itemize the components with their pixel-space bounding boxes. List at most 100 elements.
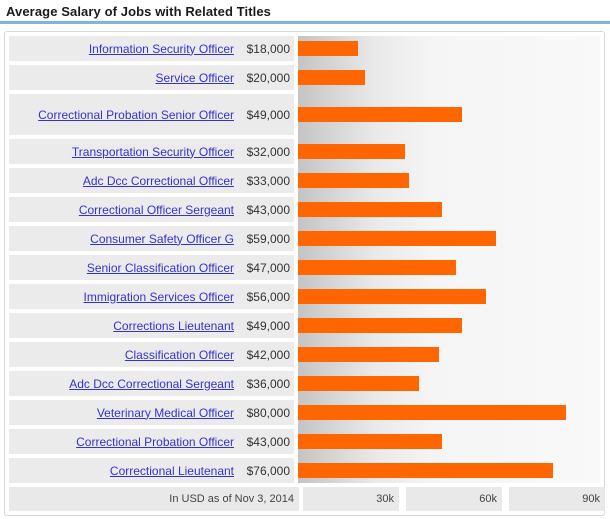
salary-value: $47,000 <box>246 260 290 275</box>
bar-row <box>298 94 600 135</box>
job-row: Veterinary Medical Officer $80,000 <box>9 400 294 425</box>
x-axis-tick-30k: 30k <box>303 487 399 511</box>
job-row: Adc Dcc Correctional Sergeant $36,000 <box>9 371 294 396</box>
salary-bar <box>298 318 462 333</box>
salary-bar <box>298 347 439 362</box>
salary-bar <box>298 434 442 449</box>
salary-value: $43,000 <box>246 202 290 217</box>
salary-bar <box>298 41 358 56</box>
job-title-cell: Corrections Lieutenant <box>9 316 234 336</box>
job-title-link[interactable]: Adc Dcc Correctional Sergeant <box>69 376 234 391</box>
salary-bar <box>298 405 566 420</box>
salary-value: $56,000 <box>246 289 290 304</box>
bar-row <box>298 371 600 396</box>
salary-bar <box>298 107 462 122</box>
salary-bar <box>298 463 553 478</box>
job-row: Correctional Probation Officer $43,000 <box>9 429 294 454</box>
bar-row <box>298 255 600 280</box>
job-title-link[interactable]: Correctional Probation Officer <box>76 434 234 449</box>
job-row: Correctional Lieutenant $76,000 <box>9 458 294 483</box>
job-row: Transportation Security Officer $32,000 <box>9 139 294 164</box>
bar-row <box>298 139 600 164</box>
job-title-cell: Senior Classification Officer <box>9 258 234 278</box>
job-title-cell: Correctional Probation Senior Officer <box>9 105 234 125</box>
bar-row <box>298 284 600 309</box>
job-title-link[interactable]: Classification Officer <box>124 347 234 362</box>
salary-value: $36,000 <box>246 376 290 391</box>
chart-panel: Information Security Officer $18,000 Servi… <box>4 31 605 516</box>
job-row: Adc Dcc Correctional Officer $33,000 <box>9 168 294 193</box>
salary-value: $42,000 <box>246 347 290 362</box>
salary-bar <box>298 376 419 391</box>
x-axis-tick-90k: 90k <box>509 487 605 511</box>
job-row: Immigration Services Officer $56,000 <box>9 284 294 309</box>
bar-row <box>298 36 600 61</box>
job-title-cell: Correctional Probation Officer <box>9 432 234 452</box>
job-title-link[interactable]: Information Security Officer <box>88 41 234 56</box>
salary-value: $59,000 <box>246 231 290 246</box>
job-row: Corrections Lieutenant $49,000 <box>9 313 294 338</box>
job-row: Service Officer $20,000 <box>9 65 294 90</box>
salary-value: $32,000 <box>246 144 290 159</box>
bars-plot-area <box>298 36 600 483</box>
salary-value: $49,000 <box>246 107 290 122</box>
bar-row <box>298 226 600 251</box>
salary-bar <box>298 144 405 159</box>
salary-value: $80,000 <box>246 405 290 420</box>
x-axis-ticks: 30k 60k 90k <box>303 487 605 511</box>
salary-bar <box>298 202 442 217</box>
salary-bar <box>298 289 486 304</box>
job-title-cell: Consumer Safety Officer G <box>9 229 234 249</box>
title-accent-rule <box>0 21 610 24</box>
job-title-cell: Immigration Services Officer <box>9 287 235 307</box>
chart-footer: In USD as of Nov 3, 2014 30k 60k 90k <box>9 487 605 511</box>
job-title-cell: Transportation Security Officer <box>9 142 234 162</box>
job-title-link[interactable]: Senior Classification Officer <box>86 260 234 275</box>
job-title-link[interactable]: Correctional Probation Senior Officer <box>38 107 234 122</box>
job-row: Information Security Officer $18,000 <box>9 36 294 61</box>
bar-row <box>298 65 600 90</box>
salary-value: $18,000 <box>246 41 290 56</box>
job-title-link[interactable]: Consumer Safety Officer G <box>90 231 234 246</box>
job-title-link[interactable]: Immigration Services Officer <box>83 289 235 304</box>
bar-row <box>298 313 600 338</box>
salary-value: $76,000 <box>246 463 290 478</box>
job-title-link[interactable]: Adc Dcc Correctional Officer <box>82 173 234 188</box>
job-row: Correctional Officer Sergeant $43,000 <box>9 197 294 222</box>
salary-bar <box>298 231 496 246</box>
job-title-link[interactable]: Veterinary Medical Officer <box>96 405 234 420</box>
salary-value: $43,000 <box>246 434 290 449</box>
job-title-cell: Adc Dcc Correctional Sergeant <box>9 374 234 394</box>
bar-row <box>298 458 600 483</box>
job-row: Correctional Probation Senior Officer $49… <box>9 94 294 135</box>
salary-bar <box>298 70 365 85</box>
job-title-cell: Service Officer <box>9 68 234 88</box>
job-row: Classification Officer $42,000 <box>9 342 294 367</box>
job-title-cell: Classification Officer <box>9 345 234 365</box>
job-title-link[interactable]: Correctional Officer Sergeant <box>78 202 234 217</box>
job-title-link[interactable]: Transportation Security Officer <box>71 144 234 159</box>
salary-value: $20,000 <box>246 70 290 85</box>
chart-body: Information Security Officer $18,000 Servi… <box>9 36 600 483</box>
x-axis-tick-60k: 60k <box>406 487 502 511</box>
job-title-cell: Veterinary Medical Officer <box>9 403 234 423</box>
currency-date-note: In USD as of Nov 3, 2014 <box>9 487 299 511</box>
job-labels-column: Information Security Officer $18,000 Servi… <box>9 36 294 483</box>
job-title-cell: Information Security Officer <box>9 39 234 59</box>
bar-row <box>298 429 600 454</box>
salary-value: $49,000 <box>246 318 290 333</box>
job-title-link[interactable]: Correctional Lieutenant <box>109 463 234 478</box>
bar-row <box>298 342 600 367</box>
job-title-link[interactable]: Service Officer <box>155 70 234 85</box>
bar-row <box>298 400 600 425</box>
job-row: Consumer Safety Officer G $59,000 <box>9 226 294 251</box>
salary-value: $33,000 <box>246 173 290 188</box>
salary-bar <box>298 260 456 275</box>
job-row: Senior Classification Officer $47,000 <box>9 255 294 280</box>
page-title: Average Salary of Jobs with Related Titl… <box>6 4 272 19</box>
job-title-cell: Adc Dcc Correctional Officer <box>9 171 234 191</box>
job-title-link[interactable]: Corrections Lieutenant <box>113 318 234 333</box>
bar-row <box>298 197 600 222</box>
bar-row <box>298 168 600 193</box>
